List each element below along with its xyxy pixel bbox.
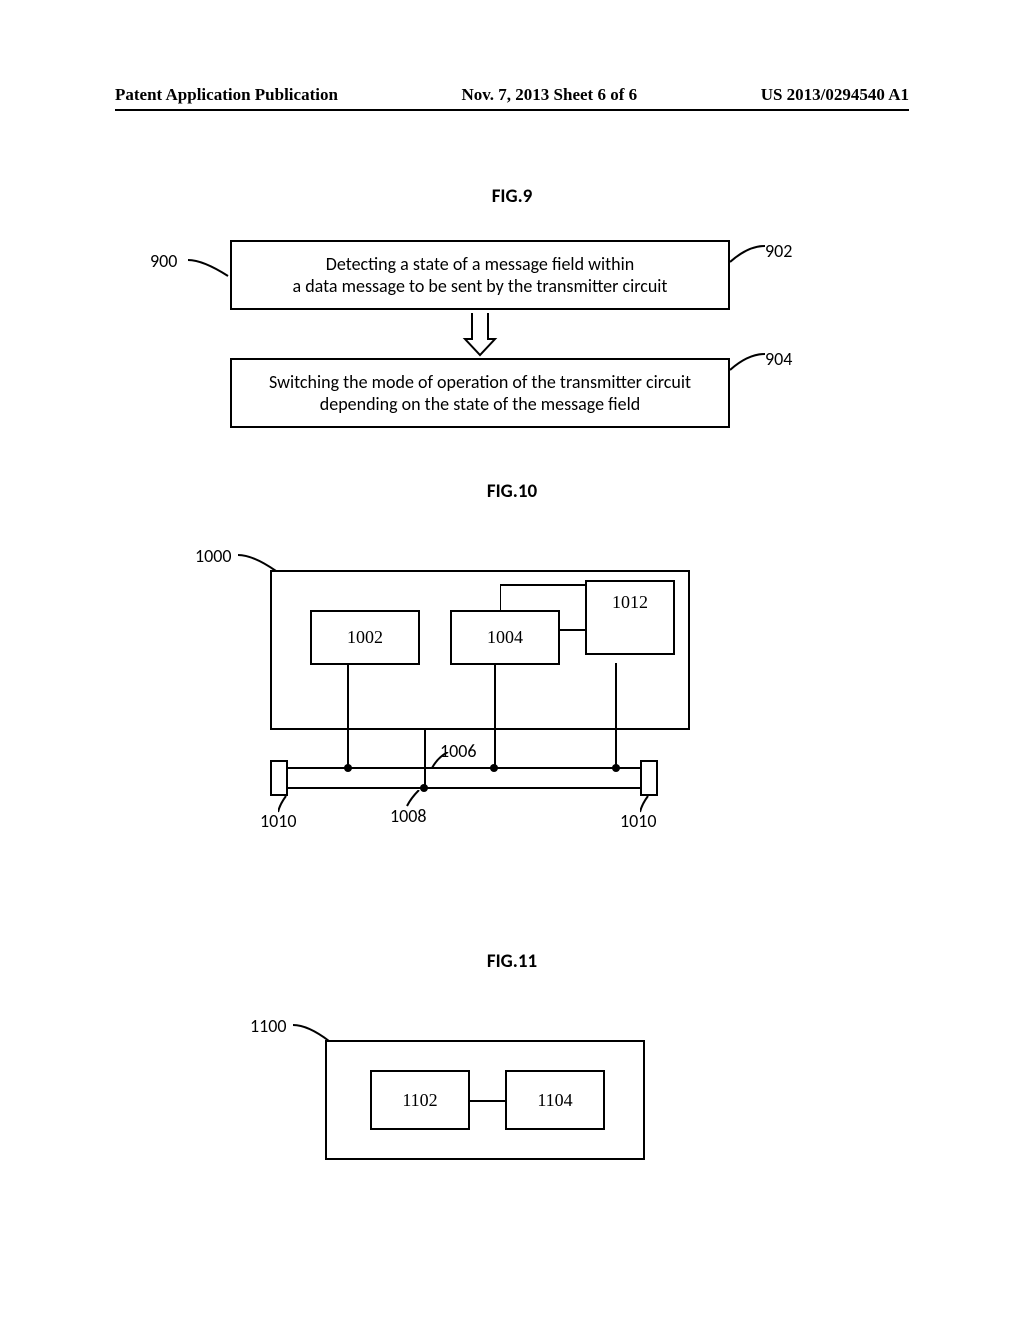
fig10-box-1004: 1004 [450,610,560,665]
fig10-conn-1004-1012 [500,580,590,612]
fig10-box-1012: 1012 [585,580,675,655]
fig10-terminator-right [640,760,658,796]
fig9-leader-902 [730,244,766,264]
fig9-ref-902: 902 [765,240,792,262]
fig11-conn [470,1096,506,1106]
fig9-arrow [455,313,505,357]
fig9-ref-904: 904 [765,348,792,370]
fig11-box-1102: 1102 [370,1070,470,1130]
fig10-leader-1008 [405,790,423,808]
fig10-ref-1008: 1008 [390,805,427,827]
fig10-verticals [340,663,620,793]
header-right: US 2013/0294540 A1 [761,85,909,105]
fig11-title: FIG.11 [487,950,537,973]
fig10-ref-1000: 1000 [195,545,232,567]
fig9-leader-900 [188,258,230,278]
fig9-box-902: Detecting a state of a message field wit… [230,240,730,310]
fig9-box-904: Switching the mode of operation of the t… [230,358,730,428]
fig10-box-1002: 1002 [310,610,420,665]
fig10-leader-1010l [278,796,294,814]
fig11-ref-1100: 1100 [250,1015,287,1037]
fig9-leader-904 [730,352,766,372]
header-middle: Nov. 7, 2013 Sheet 6 of 6 [461,85,637,105]
fig11-box-1104: 1104 [505,1070,605,1130]
fig9-ref-900: 900 [150,250,177,272]
fig10-conn-1004-1012-side [558,625,588,635]
fig10-leader-1010r [640,796,656,814]
header-left: Patent Application Publication [115,85,338,105]
fig10-title: FIG.10 [487,480,537,503]
fig10-leader-1006 [430,752,450,770]
fig9-title: FIG.9 [492,185,533,208]
